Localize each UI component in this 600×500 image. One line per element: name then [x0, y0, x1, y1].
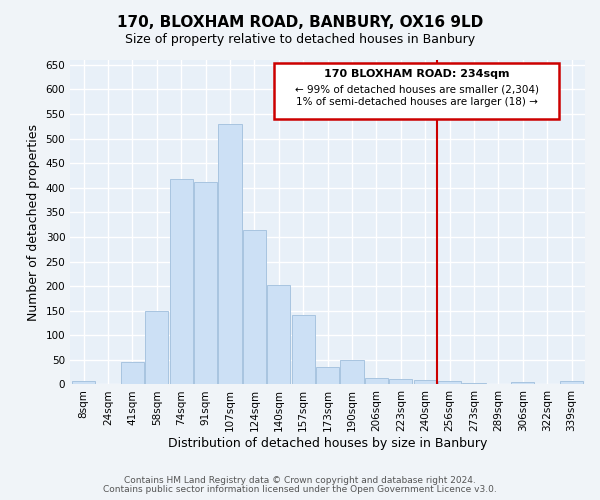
- Bar: [145, 310, 169, 384]
- Bar: [463, 383, 485, 384]
- X-axis label: Distribution of detached houses by size in Banbury: Distribution of detached houses by size …: [168, 437, 487, 450]
- Bar: [413, 380, 437, 384]
- Bar: [292, 314, 315, 384]
- Text: 170 BLOXHAM ROAD: 234sqm: 170 BLOXHAM ROAD: 234sqm: [324, 70, 509, 80]
- Bar: [267, 284, 290, 384]
- Text: Contains public sector information licensed under the Open Government Licence v3: Contains public sector information licen…: [103, 484, 497, 494]
- Text: Size of property relative to detached houses in Banbury: Size of property relative to detached ho…: [125, 32, 475, 46]
- Text: ← 99% of detached houses are smaller (2,304): ← 99% of detached houses are smaller (2,…: [295, 84, 539, 94]
- Text: 1% of semi-detached houses are larger (18) →: 1% of semi-detached houses are larger (1…: [296, 97, 538, 107]
- Bar: [316, 368, 339, 384]
- Bar: [511, 382, 535, 384]
- Bar: [194, 182, 217, 384]
- Bar: [560, 381, 583, 384]
- Text: 170, BLOXHAM ROAD, BANBURY, OX16 9LD: 170, BLOXHAM ROAD, BANBURY, OX16 9LD: [117, 15, 483, 30]
- Bar: [218, 124, 242, 384]
- Bar: [121, 362, 144, 384]
- Bar: [340, 360, 364, 384]
- Bar: [438, 381, 461, 384]
- Bar: [365, 378, 388, 384]
- Y-axis label: Number of detached properties: Number of detached properties: [27, 124, 40, 320]
- Bar: [72, 380, 95, 384]
- Bar: [170, 179, 193, 384]
- Bar: [389, 378, 412, 384]
- Bar: [243, 230, 266, 384]
- Bar: [274, 64, 559, 119]
- Text: Contains HM Land Registry data © Crown copyright and database right 2024.: Contains HM Land Registry data © Crown c…: [124, 476, 476, 485]
